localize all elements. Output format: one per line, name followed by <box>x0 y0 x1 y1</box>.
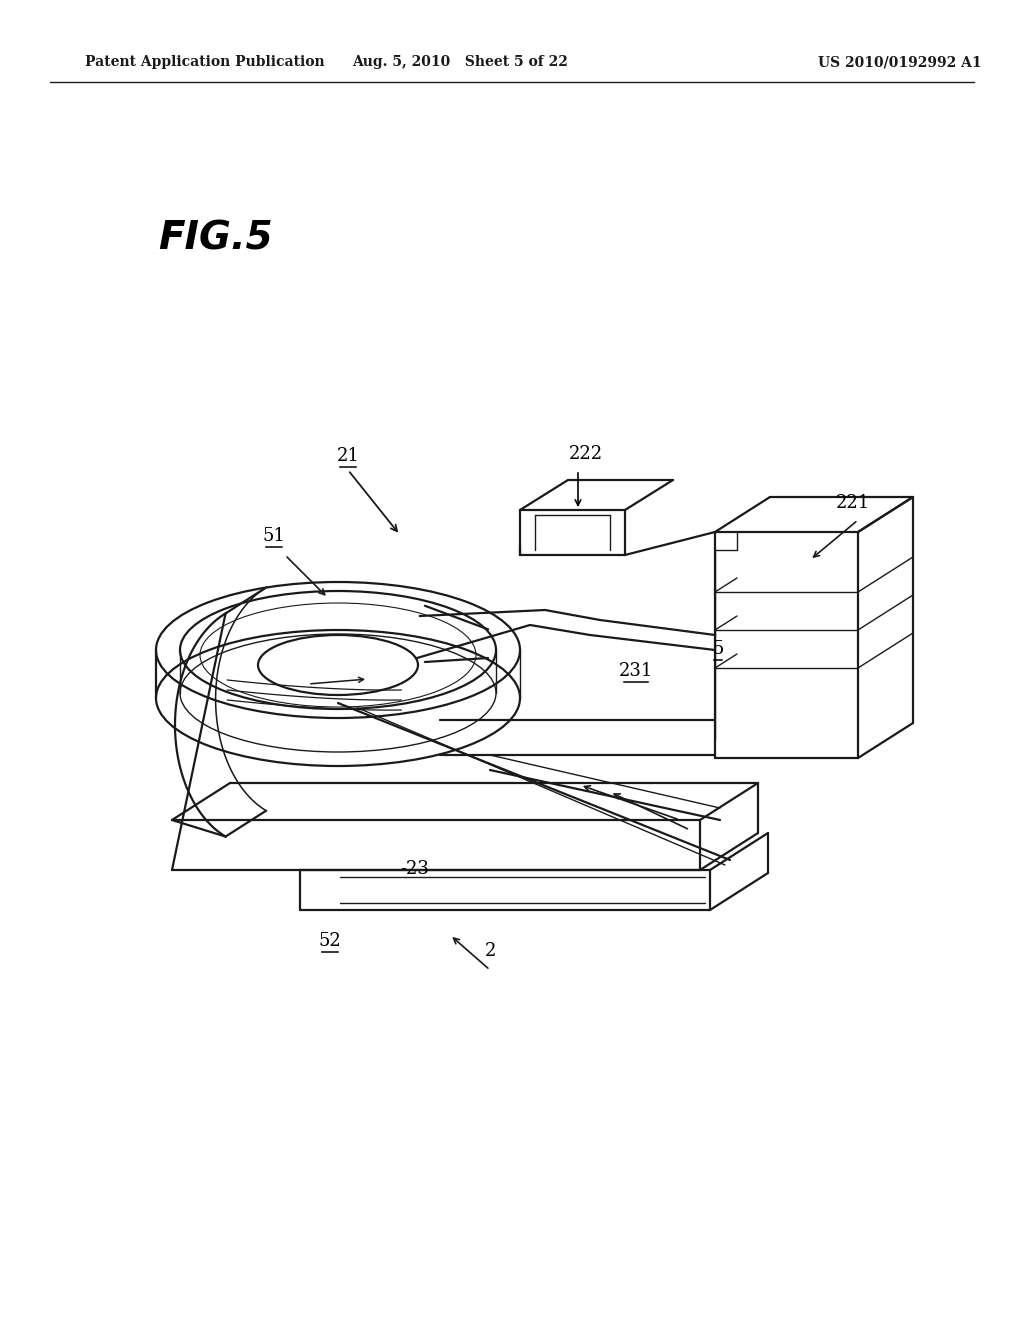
Text: Aug. 5, 2010   Sheet 5 of 22: Aug. 5, 2010 Sheet 5 of 22 <box>352 55 568 69</box>
Text: 222: 222 <box>569 445 603 463</box>
Text: 221: 221 <box>836 494 870 512</box>
Text: -23: -23 <box>400 861 429 878</box>
Text: FIG.5: FIG.5 <box>158 219 272 257</box>
Text: 5: 5 <box>713 640 724 657</box>
Text: 2: 2 <box>484 942 496 960</box>
Text: 231: 231 <box>618 663 653 680</box>
Text: 52: 52 <box>318 932 341 950</box>
Text: US 2010/0192992 A1: US 2010/0192992 A1 <box>818 55 982 69</box>
Text: 21: 21 <box>337 447 359 465</box>
Text: 51: 51 <box>262 527 286 545</box>
Text: Patent Application Publication: Patent Application Publication <box>85 55 325 69</box>
